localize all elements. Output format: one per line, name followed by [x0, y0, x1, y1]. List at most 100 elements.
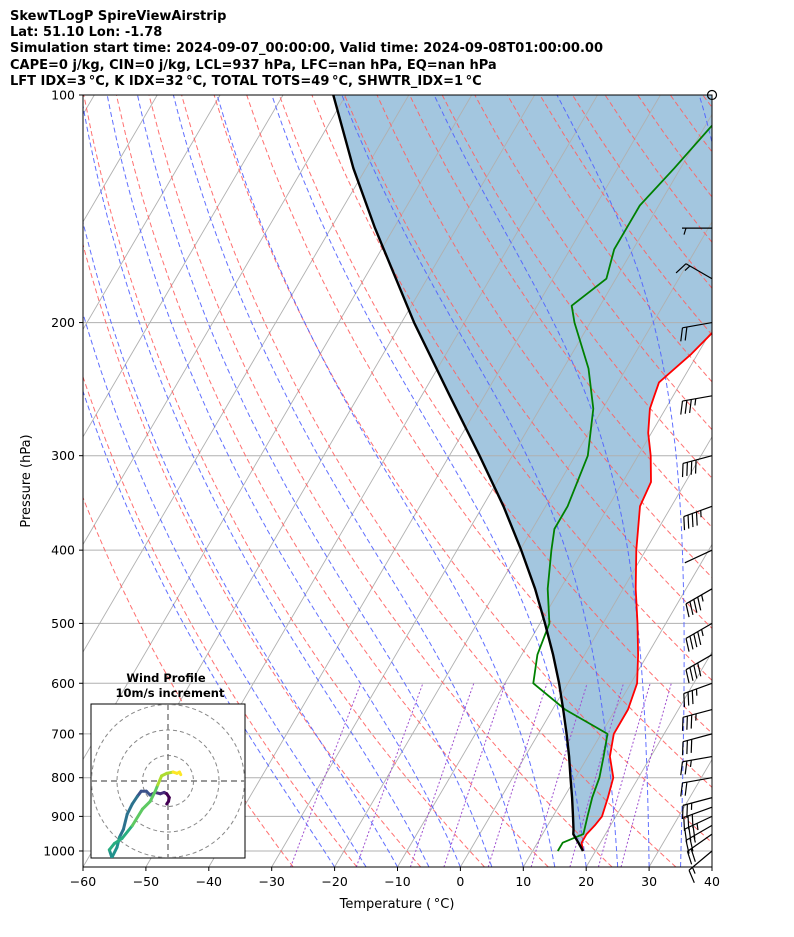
- wind-barb: [681, 797, 713, 820]
- barb-full: [693, 599, 698, 613]
- title-block: SkewTLogP SpireViewAirstrip Lat: 51.10 L…: [10, 9, 603, 90]
- barb-full: [689, 399, 692, 414]
- mixing-ratio-line: [597, 683, 651, 867]
- x-tick-label: −10: [384, 874, 410, 889]
- barb-full: [680, 782, 684, 797]
- barb-staff: [682, 321, 713, 329]
- hodograph-segment: [141, 799, 152, 811]
- barb-full: [684, 326, 688, 341]
- isotherm-gridline: [334, 220, 712, 867]
- dry-adiabat: [181, 95, 677, 867]
- dry-adiabat: [83, 242, 422, 867]
- moist-adiabat: [433, 95, 650, 867]
- moist-adiabat: [83, 389, 336, 867]
- dry-adiabat: [278, 95, 712, 734]
- hodograph-subtitle: 10m/s increment: [116, 686, 225, 700]
- dry-adiabat: [83, 375, 358, 867]
- x-tick-label: −20: [321, 874, 347, 889]
- temperature-line: [580, 331, 712, 852]
- moist-adiabat: [216, 95, 556, 867]
- y-tick-label: 200: [51, 315, 75, 330]
- barb-half: [689, 760, 692, 767]
- barb-staff: [688, 850, 713, 871]
- barb-full: [697, 631, 702, 646]
- isotherm-gridline: [83, 95, 410, 653]
- moist-adiabat: [83, 220, 398, 867]
- barb-full: [697, 662, 702, 677]
- x-tick-label: 30: [641, 874, 657, 889]
- barb-full: [687, 514, 690, 529]
- barb-full: [680, 400, 684, 415]
- barb-staff: [682, 395, 713, 402]
- wind-barb: [675, 263, 713, 280]
- dry-adiabat: [311, 95, 712, 682]
- title-line: Simulation start time: 2024-09-07_00:00:…: [10, 41, 603, 57]
- barb-full: [685, 669, 690, 684]
- hodograph-segment: [121, 812, 129, 831]
- barb-staff: [682, 797, 713, 806]
- moist-adiabat: [83, 311, 367, 867]
- dry-adiabat: [148, 95, 613, 867]
- y-tick-label: 300: [51, 448, 75, 463]
- dry-adiabat: [83, 95, 485, 867]
- x-tick-label: −40: [196, 874, 222, 889]
- moist-adiabat: [137, 95, 493, 867]
- dewpoint-line: [532, 124, 712, 852]
- mixing-ratio-line: [620, 683, 672, 867]
- barb-half: [683, 227, 687, 235]
- mixing-ratio-line: [409, 683, 475, 867]
- hodograph-segment: [156, 774, 164, 787]
- wind-barb: [706, 89, 718, 101]
- x-tick-label: 40: [704, 874, 720, 889]
- wind-barb: [681, 708, 713, 731]
- barb-full: [687, 691, 690, 706]
- dry-adiabat: [83, 496, 294, 867]
- dry-adiabat: [735, 95, 794, 867]
- isotherm-gridline: [83, 95, 473, 761]
- barb-half: [696, 823, 699, 831]
- isotherm-gridline: [83, 95, 347, 546]
- barb-staff: [685, 263, 713, 280]
- barb-full: [686, 851, 693, 865]
- barb-full: [675, 263, 687, 274]
- wind-barb: [688, 850, 713, 884]
- wind-barb: [683, 682, 713, 708]
- barb-staff: [682, 455, 713, 465]
- x-tick-label: 10: [515, 874, 531, 889]
- wind-barb: [682, 227, 712, 235]
- hodograph-segment: [130, 807, 144, 828]
- barb-half: [684, 265, 691, 272]
- barb-full: [684, 400, 688, 414]
- barb-staff: [682, 777, 713, 784]
- wind-barb: [683, 505, 713, 531]
- barb-full: [683, 817, 686, 832]
- mixing-ratio-line: [530, 683, 588, 867]
- barb-staff: [687, 833, 713, 852]
- barb-full: [680, 327, 684, 342]
- wind-barb: [680, 755, 713, 776]
- barb-full: [680, 761, 684, 776]
- y-tick-label: 100: [51, 88, 75, 103]
- hodograph-segment: [148, 789, 157, 803]
- barb-staff: [685, 622, 713, 639]
- barb-full: [691, 690, 694, 705]
- mixing-ratio-line: [443, 683, 506, 867]
- barb-full: [685, 603, 690, 618]
- barb-full: [689, 838, 694, 852]
- wind-barb: [685, 588, 713, 618]
- y-axis: 1000 900 800 700 600 500 400 300 200 100: [43, 88, 83, 858]
- isotherm-gridline: [271, 113, 712, 867]
- mixing-ratio-line: [355, 683, 424, 867]
- y-tick-label: 500: [51, 616, 75, 631]
- barb-staff: [683, 505, 713, 518]
- barb-half: [691, 867, 696, 874]
- isotherm-gridline: [585, 651, 712, 867]
- hodograph-segment: [130, 794, 139, 806]
- barb-full: [697, 596, 702, 611]
- x-axis: −60 −50 −40 −30 −20 −10 0 10 20 30 40: [70, 867, 720, 889]
- barb-full: [685, 840, 690, 854]
- barb-staff: [684, 549, 713, 564]
- barb-staff: [682, 755, 713, 763]
- wind-barb: [680, 321, 713, 342]
